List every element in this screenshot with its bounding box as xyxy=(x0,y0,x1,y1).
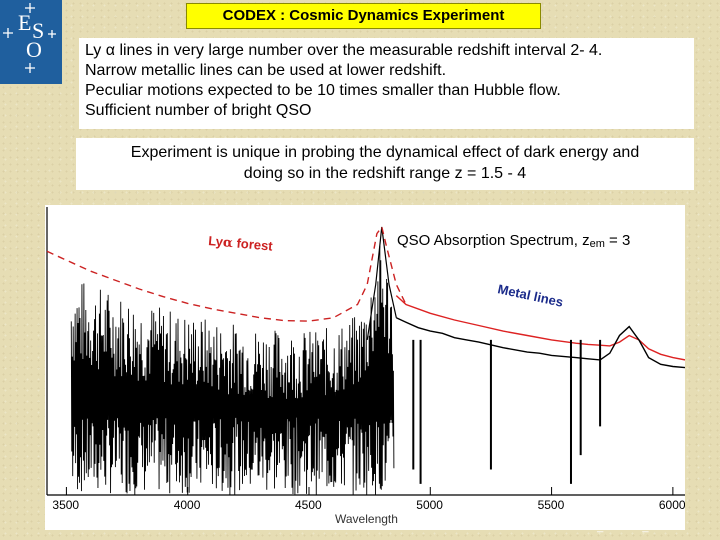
series-line-0 xyxy=(46,225,407,322)
lya-emission-peak xyxy=(366,226,397,341)
footer-credit: S.d'Odorico_Mofiorid_18 xyxy=(540,521,661,533)
bullet-item: Ly α lines in very large number over the… xyxy=(85,42,603,59)
highlight-box: Experiment is unique in probing the dyna… xyxy=(76,138,694,190)
x-tick-label: 6000 xyxy=(659,498,685,512)
eso-logo: E S O xyxy=(0,0,62,84)
annotation-lya-suffix: forest xyxy=(232,235,274,253)
highlight-line: Experiment is unique in probing the dyna… xyxy=(130,144,640,161)
slide-title: CODEX : Cosmic Dynamics Experiment xyxy=(186,3,541,29)
x-tick-label: 5500 xyxy=(538,498,565,512)
logo-letter-s: S xyxy=(32,18,44,43)
star-icon xyxy=(25,63,35,73)
bullet-item: Sufficient number of bright QSO xyxy=(85,102,312,119)
star-icon xyxy=(48,30,56,38)
series-line-1 xyxy=(395,295,686,361)
eso-logo-graphic: E S O xyxy=(3,3,56,73)
x-tick-label: 5000 xyxy=(416,498,443,512)
chart-title-main: QSO Absorption Spectrum, z xyxy=(397,232,590,249)
x-tick-label: 3500 xyxy=(52,498,79,512)
chart-title-suffix: = 3 xyxy=(605,232,630,249)
chart-title: QSO Absorption Spectrum, zem = 3 xyxy=(397,232,630,250)
bullet-list: Ly α lines in very large number over the… xyxy=(79,38,694,129)
annotation-lya-alpha: α xyxy=(222,235,233,251)
star-icon xyxy=(3,28,13,38)
logo-letter-o: O xyxy=(26,37,42,62)
chart-title-sub: em xyxy=(590,238,605,250)
series-layer xyxy=(46,225,686,495)
tick-layer: 3500 4000 4500 5000 5500 6000 xyxy=(52,487,686,512)
spectrum-chart: 3500 4000 4500 5000 5500 6000 Wavelength QSO … xyxy=(45,205,686,530)
series-line-2 xyxy=(396,317,686,369)
lya-forest-absorption xyxy=(70,245,395,495)
x-tick-label: 4500 xyxy=(295,498,322,512)
star-icon xyxy=(25,3,35,13)
annotation-lya-prefix: Ly xyxy=(208,233,225,249)
x-tick-label: 4000 xyxy=(174,498,201,512)
spectrum-chart-svg: 3500 4000 4500 5000 5500 6000 Wavelength QSO … xyxy=(45,205,686,530)
highlight-line: doing so in the redshift range z = 1.5 -… xyxy=(243,165,527,182)
bullet-item: Narrow metallic lines can be used at low… xyxy=(85,62,447,79)
annotation-lya-forest: Lyα forest xyxy=(208,233,274,255)
x-axis-label: Wavelength xyxy=(335,512,398,526)
logo-letter-e: E xyxy=(18,10,31,35)
bullet-item: Peculiar motions expected to be 10 times… xyxy=(85,82,561,99)
